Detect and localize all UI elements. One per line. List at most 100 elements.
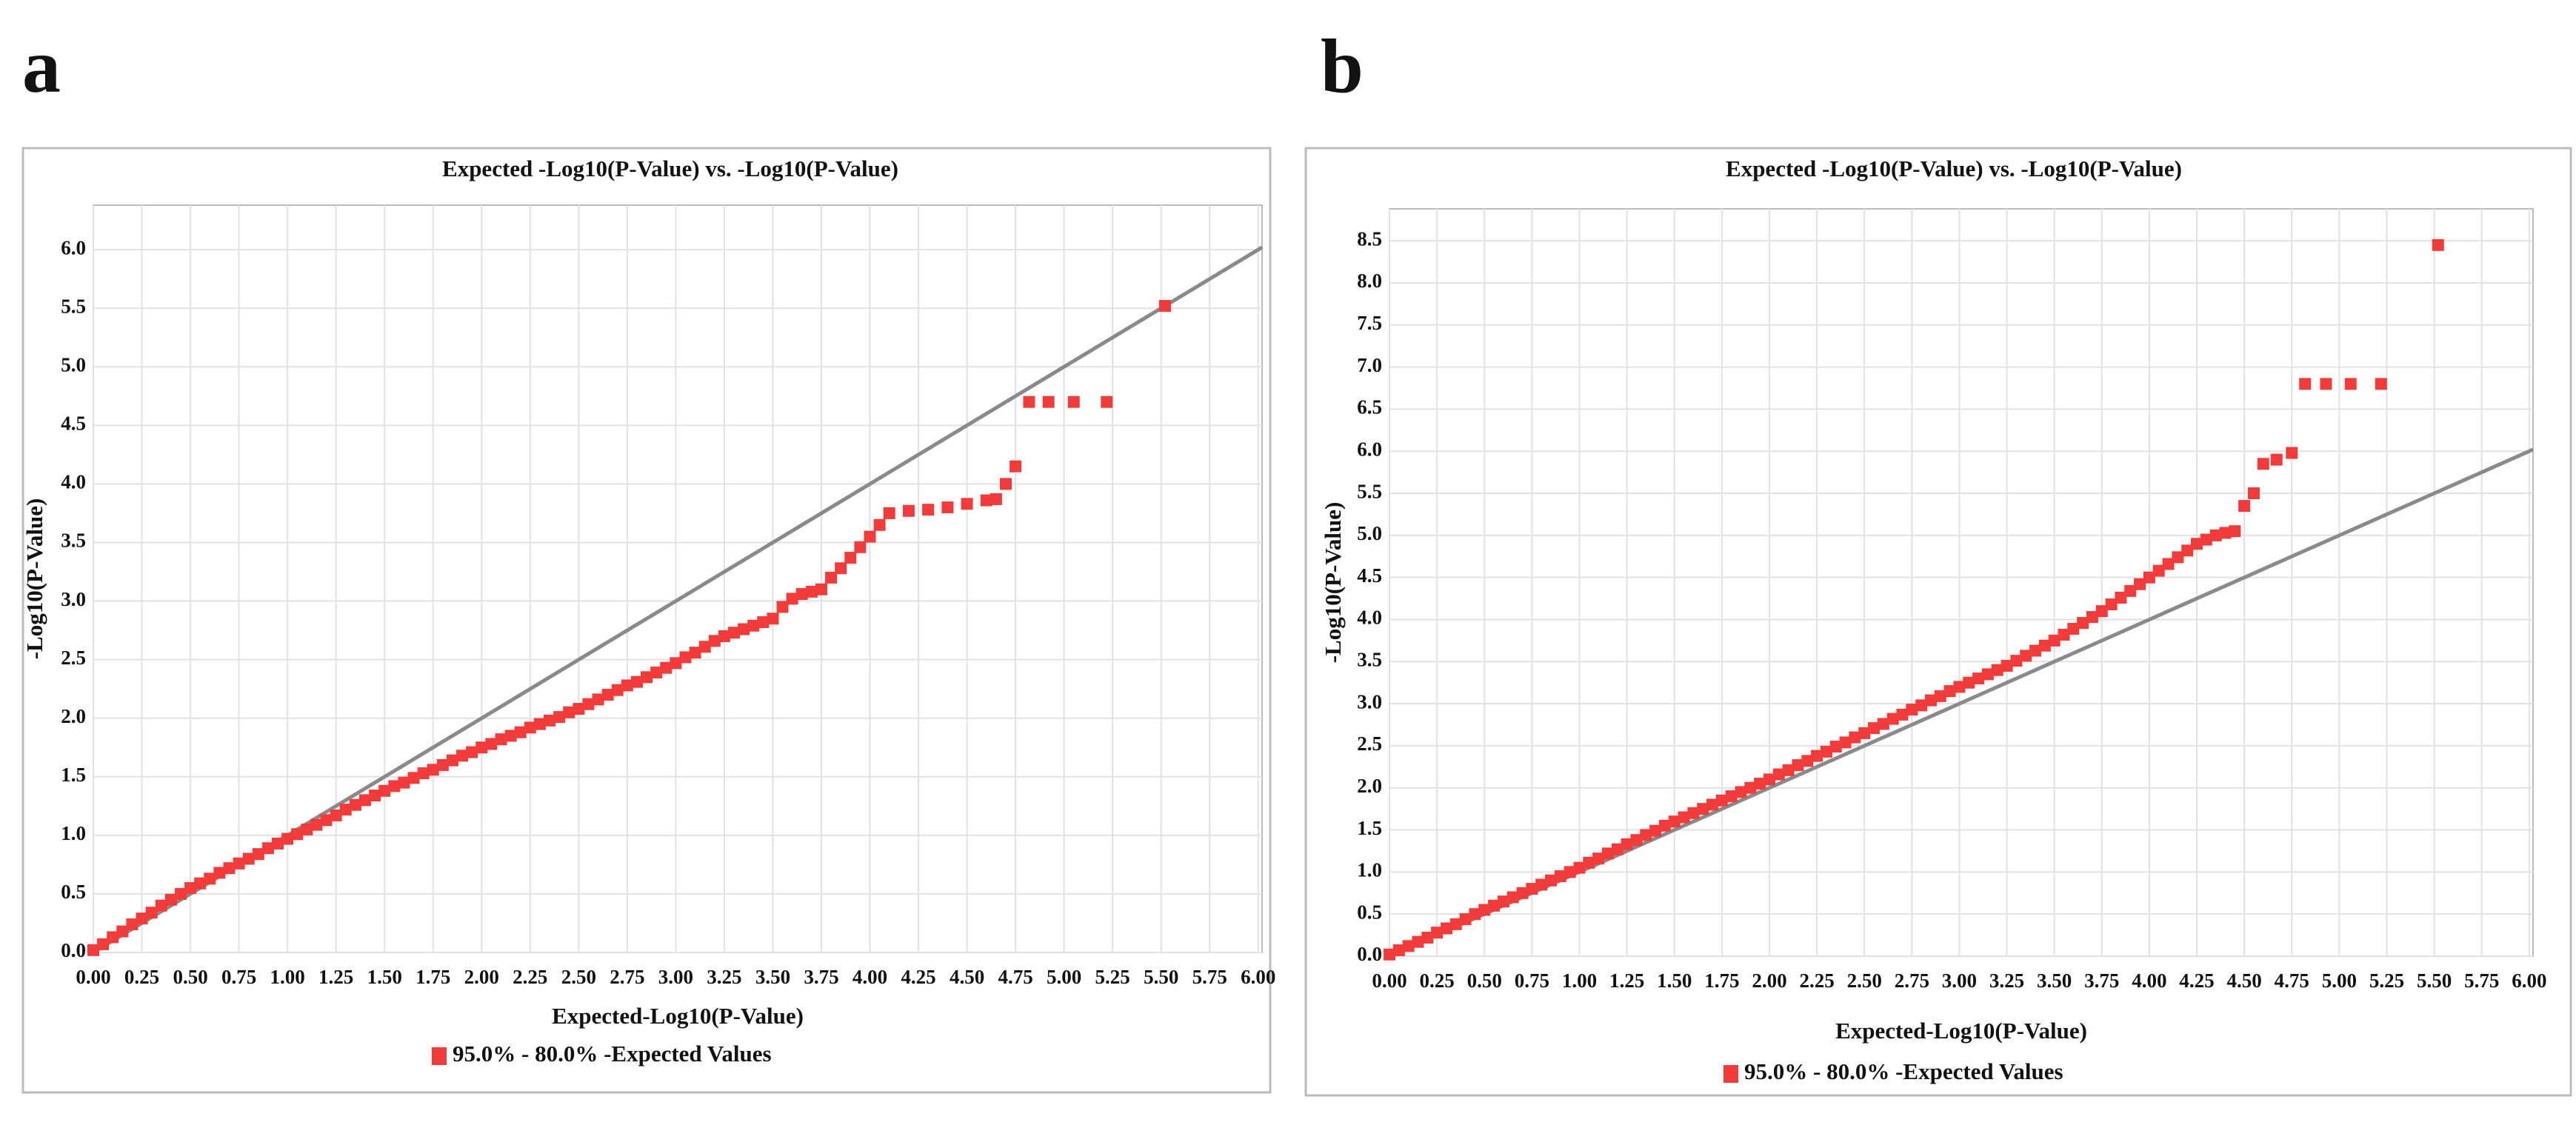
point xyxy=(1953,681,1966,693)
point xyxy=(738,623,750,635)
point xyxy=(1924,694,1937,707)
point xyxy=(2247,487,2260,500)
point xyxy=(601,689,614,701)
point xyxy=(825,571,838,584)
y-tick-label: 1.0 xyxy=(61,822,86,844)
point xyxy=(1877,718,1889,730)
x-tick-label: 3.25 xyxy=(1989,970,2024,992)
point xyxy=(2038,639,2051,652)
point xyxy=(1763,773,1775,786)
point xyxy=(446,754,458,767)
point xyxy=(2320,378,2332,390)
x-tick-label: 0.25 xyxy=(1419,970,1454,992)
point xyxy=(1469,908,1481,921)
point xyxy=(2152,564,2165,577)
point xyxy=(815,583,827,595)
point xyxy=(1991,664,2003,676)
point xyxy=(873,518,886,531)
point xyxy=(1658,819,1671,832)
point xyxy=(2134,578,2146,590)
point xyxy=(1744,781,1757,794)
point xyxy=(2200,533,2212,546)
point xyxy=(155,899,167,912)
y-tick-label: 2.0 xyxy=(1357,775,1382,797)
point xyxy=(330,809,342,821)
y-tick-label: 5.5 xyxy=(1357,480,1382,502)
x-tick-label: 3.75 xyxy=(2084,970,2119,992)
point xyxy=(1601,847,1614,860)
y-tick-label: 7.0 xyxy=(1357,354,1382,376)
point xyxy=(1392,944,1405,957)
panel-frame xyxy=(1304,147,2572,1097)
point xyxy=(1915,699,1928,712)
x-tick-label: 1.00 xyxy=(270,966,305,988)
point xyxy=(708,635,721,647)
point xyxy=(747,619,760,632)
y-tick-label: 0.5 xyxy=(1357,901,1382,923)
point xyxy=(388,780,401,792)
point xyxy=(844,552,857,564)
point xyxy=(504,730,517,742)
point xyxy=(320,814,333,827)
point xyxy=(1564,866,1576,878)
point xyxy=(2191,538,2203,550)
y-tick-label: 8.5 xyxy=(1357,227,1382,250)
point xyxy=(1516,887,1529,899)
point xyxy=(1811,750,1823,762)
y-tick-label: 3.5 xyxy=(1357,649,1382,671)
point xyxy=(854,541,867,553)
point xyxy=(2162,558,2175,570)
point xyxy=(1526,883,1538,895)
point xyxy=(805,585,818,598)
point xyxy=(495,733,507,746)
x-tick-label: 1.00 xyxy=(1562,970,1597,992)
point xyxy=(2105,598,2118,611)
point xyxy=(543,714,555,727)
point xyxy=(835,562,847,575)
point xyxy=(2020,650,2032,662)
x-tick-label: 0.50 xyxy=(173,966,207,988)
point xyxy=(427,764,439,776)
x-tick-label: 6.00 xyxy=(1241,966,1275,988)
point xyxy=(1402,940,1415,952)
x-tick-label: 3.00 xyxy=(658,966,693,988)
y-tick-label: 3.5 xyxy=(61,530,86,552)
point xyxy=(2344,378,2357,390)
y-tick-label: 5.0 xyxy=(61,353,86,376)
point xyxy=(1849,731,1861,744)
point xyxy=(2095,605,2108,618)
y-tick-label: 2.5 xyxy=(1357,732,1382,755)
x-axis-label: Expected-Log10(P-Value) xyxy=(1835,1018,2087,1044)
point xyxy=(407,772,420,784)
x-tick-label: 0.50 xyxy=(1467,970,1502,992)
y-tick-label: 0.5 xyxy=(61,881,86,903)
y-tick-label: 6.0 xyxy=(1357,438,1382,460)
point xyxy=(1906,704,1918,716)
x-tick-label: 1.50 xyxy=(367,966,402,988)
x-tick-label: 2.25 xyxy=(513,966,547,988)
point xyxy=(87,944,99,956)
point xyxy=(1886,712,1899,725)
x-tick-label: 0.75 xyxy=(1515,970,1549,992)
panel-frame xyxy=(21,147,1272,1094)
x-tick-label: 2.00 xyxy=(1752,970,1786,992)
point xyxy=(1545,874,1558,887)
point xyxy=(310,818,323,831)
point xyxy=(1649,824,1662,837)
x-tick-label: 1.75 xyxy=(416,966,450,988)
x-tick-label: 4.25 xyxy=(2179,970,2214,992)
x-tick-label: 5.25 xyxy=(2369,970,2404,992)
point xyxy=(582,698,595,710)
point xyxy=(1506,891,1519,904)
point xyxy=(272,837,284,850)
point xyxy=(1896,708,1909,721)
point xyxy=(1829,741,1842,753)
point xyxy=(980,494,992,507)
point xyxy=(436,758,449,771)
point xyxy=(641,671,653,684)
point xyxy=(194,877,207,890)
chart-title: Expected -Log10(P-Value) vs. -Log10(P-Va… xyxy=(442,156,898,181)
point xyxy=(2209,529,2222,541)
point xyxy=(660,661,673,674)
x-tick-label: 3.50 xyxy=(755,966,790,988)
